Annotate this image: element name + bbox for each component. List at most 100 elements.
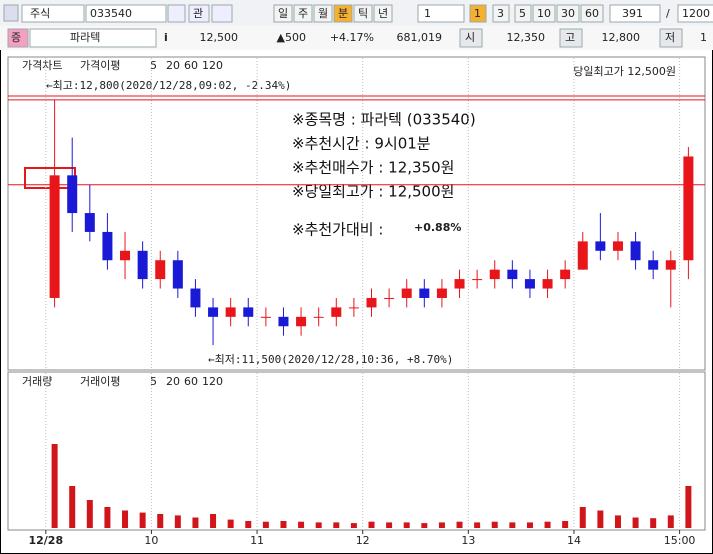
preset[interactable]: 1 [474, 7, 481, 20]
volume-bar [386, 522, 393, 528]
total[interactable]: 1200 [682, 7, 710, 20]
fav-button[interactable] [188, 4, 210, 23]
candle-body [648, 260, 659, 270]
preset-button[interactable] [556, 4, 580, 23]
preset[interactable]: 60 [585, 7, 599, 20]
preset-button[interactable] [532, 4, 556, 23]
volume-bar [333, 522, 340, 528]
candle-body [630, 241, 641, 261]
volume-bar [667, 515, 674, 528]
period-button[interactable] [273, 4, 293, 23]
volume-bar [86, 500, 93, 528]
market[interactable]: 주식 [30, 7, 50, 20]
x-tick-label: 12/28 [28, 534, 63, 547]
candle-body [384, 297, 395, 299]
candle-body [665, 260, 676, 270]
candle-body [208, 307, 219, 317]
open-label-box [459, 28, 483, 48]
search-button[interactable] [167, 4, 186, 23]
banner: 당일최고가 12,500원 [573, 64, 676, 78]
period-button[interactable] [313, 4, 333, 23]
open-label: 시 [465, 31, 475, 44]
period[interactable]: 틱 [358, 7, 368, 20]
candle-body [137, 250, 148, 280]
x-tick-label: 14 [567, 534, 581, 547]
period[interactable]: 주 [298, 7, 308, 20]
name-field[interactable] [29, 28, 157, 48]
volume-bar [122, 510, 129, 528]
volume-bar [597, 510, 604, 528]
info-icon[interactable]: i [164, 31, 168, 44]
count-input[interactable] [609, 4, 661, 23]
period-button[interactable] [293, 4, 313, 23]
candle-body [436, 288, 447, 298]
x-tick-label: 10 [144, 534, 158, 547]
preset-button[interactable] [514, 4, 532, 23]
open: 12,350 [507, 31, 546, 44]
preset[interactable]: 5 [519, 7, 526, 20]
ma-period: 60 [184, 59, 198, 72]
candle-body [190, 288, 201, 308]
candle-body [612, 241, 623, 251]
candle-body [401, 288, 412, 298]
preset-button[interactable] [492, 4, 510, 23]
preset[interactable]: 10 [537, 7, 551, 20]
ma-title: 가격이평 [80, 59, 120, 72]
stock-name[interactable]: 파라텍 [70, 31, 100, 44]
period[interactable]: 일 [278, 6, 288, 20]
candle-body [577, 241, 588, 270]
x-tick-label: 15:00 [664, 534, 696, 547]
total-input[interactable] [677, 4, 713, 23]
preset[interactable]: 3 [497, 7, 504, 20]
market-select[interactable] [21, 4, 85, 23]
period[interactable]: 년 [378, 7, 388, 20]
menu-icon[interactable] [3, 4, 19, 22]
volume-bar [509, 522, 516, 528]
code-input[interactable] [85, 4, 167, 23]
code[interactable]: 033540 [90, 7, 132, 20]
period-button[interactable] [333, 4, 353, 23]
volume-bar [227, 519, 234, 528]
low-note: ←최저:11,500(2020/12/28,10:36, +8.70%) [208, 353, 453, 366]
x-tick-label: 13 [461, 534, 475, 547]
preset[interactable]: 30 [561, 7, 575, 20]
preset-button[interactable] [580, 4, 604, 23]
candle-body [331, 307, 342, 317]
panel-title: 거래량 [22, 375, 52, 388]
interval[interactable]: 1 [424, 7, 431, 20]
period[interactable]: 월 [318, 7, 328, 20]
low-label-box [659, 28, 683, 48]
count[interactable]: 391 [622, 7, 643, 20]
scroll-button[interactable] [211, 4, 233, 23]
candle-body [683, 156, 694, 261]
candle-body [225, 307, 236, 317]
fav[interactable]: 관 [193, 7, 203, 20]
volume-bar [245, 521, 252, 528]
candle-body [120, 250, 131, 261]
volume-bar [562, 521, 569, 528]
volume-bar [491, 521, 498, 528]
period-button[interactable] [353, 4, 373, 23]
compare-value: +0.88% [414, 221, 461, 234]
candle-body [595, 241, 606, 251]
candle-body [172, 260, 183, 289]
compare-label: ※추천가대비 : [292, 221, 383, 239]
candle-body [49, 175, 60, 298]
volume-bar [456, 521, 463, 528]
period-button[interactable] [373, 4, 393, 23]
badge: 증 [11, 31, 21, 44]
candle-body [278, 316, 289, 327]
preset-button[interactable] [469, 4, 487, 23]
candle-body [366, 297, 377, 308]
low-label: 저 [665, 31, 675, 44]
volume-bar [315, 522, 322, 528]
volume-bar [174, 515, 181, 528]
volume-bar [210, 514, 217, 528]
candle-body [102, 231, 113, 261]
candle-body [243, 307, 254, 317]
info-line: ※당일최고가 : 12,500원 [292, 183, 454, 201]
interval-select[interactable] [417, 4, 465, 23]
period[interactable]: 분 [338, 7, 348, 20]
candle-body [67, 175, 78, 214]
candle-body [296, 316, 307, 327]
